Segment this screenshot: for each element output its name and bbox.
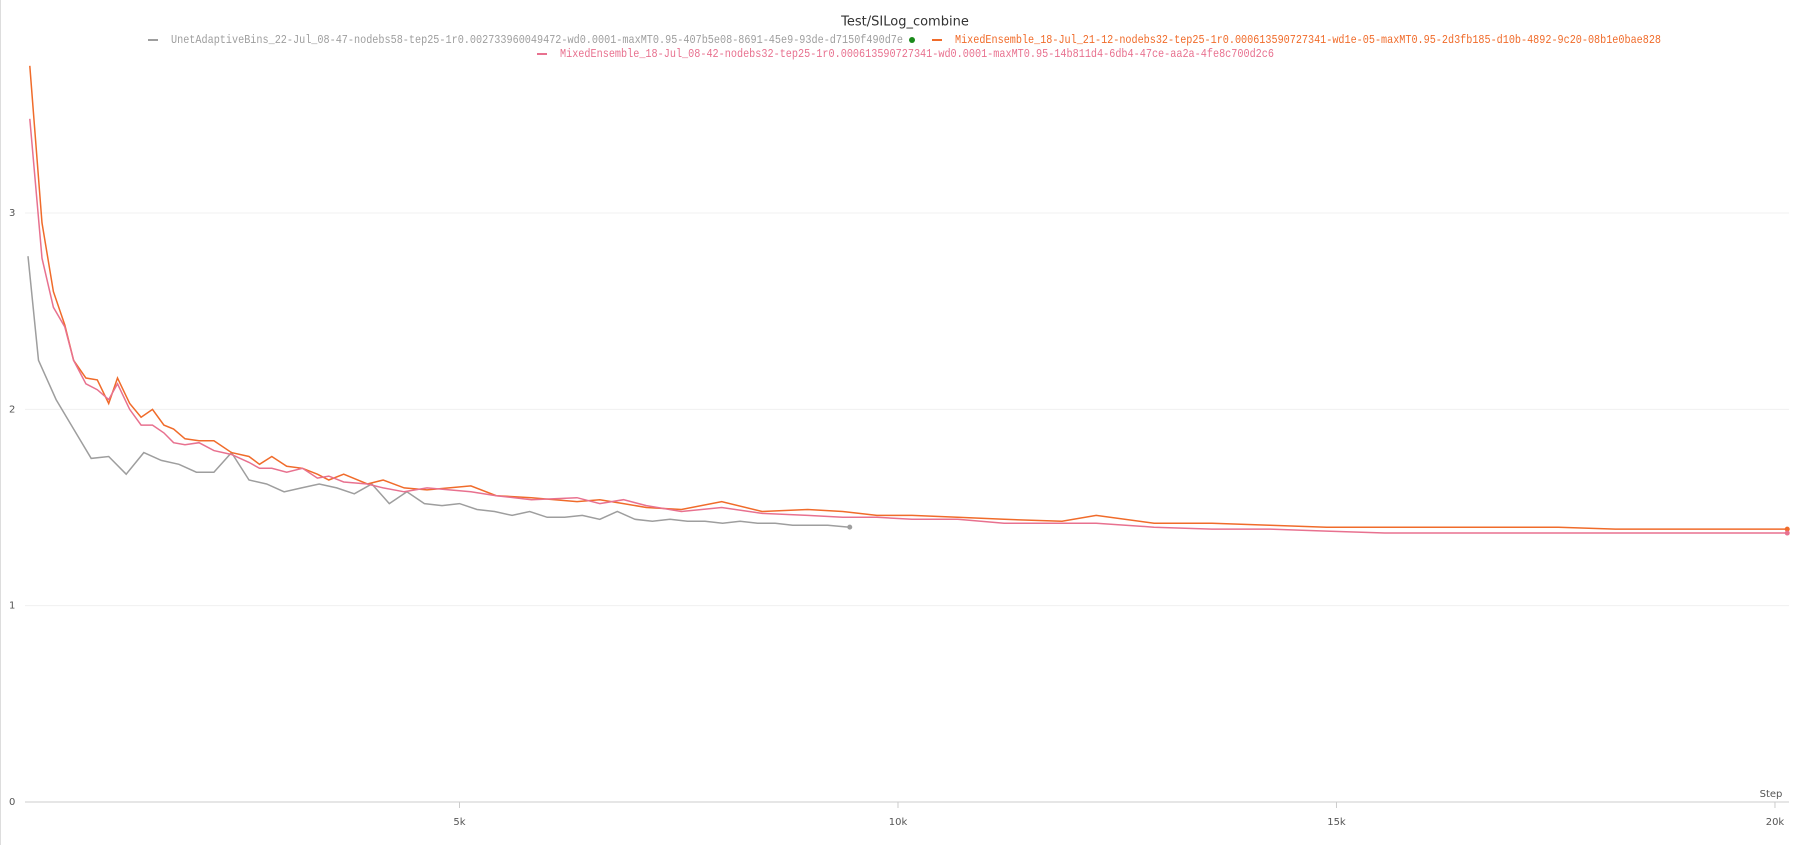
y-tick-label: 0 bbox=[9, 797, 15, 808]
legend-label: UnetAdaptiveBins_22-Jul_08-47-nodebs58-t… bbox=[171, 33, 903, 47]
x-tick-label: 15k bbox=[1327, 817, 1346, 828]
y-tick-label: 2 bbox=[9, 404, 15, 415]
x-tick-label: 10k bbox=[889, 817, 908, 828]
end-point bbox=[1784, 526, 1790, 532]
x-tick-label: 20k bbox=[1766, 817, 1785, 828]
end-point bbox=[1784, 530, 1790, 536]
end-point bbox=[847, 524, 853, 530]
legend-label: MixedEnsemble_18-Jul_08-42-nodebs32-tep2… bbox=[560, 47, 1274, 61]
series-line bbox=[29, 118, 1788, 534]
y-tick-label: 3 bbox=[9, 208, 15, 219]
series-line bbox=[29, 65, 1788, 530]
hover-dot bbox=[909, 37, 915, 43]
x-axis-label: Step bbox=[1760, 789, 1783, 800]
series-line bbox=[27, 256, 850, 528]
legend-label: MixedEnsemble_18-Jul_21-12-nodebs32-tep2… bbox=[955, 33, 1661, 47]
y-tick-label: 1 bbox=[9, 601, 15, 612]
chart-title: Test/SILog_combine bbox=[840, 15, 969, 30]
x-tick-label: 5k bbox=[453, 817, 465, 828]
